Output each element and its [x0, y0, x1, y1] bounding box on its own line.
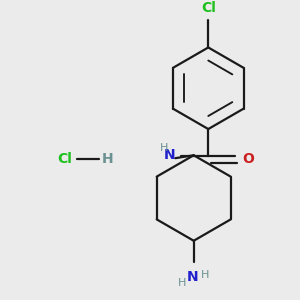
Text: Cl: Cl — [201, 2, 216, 15]
Text: H: H — [178, 278, 186, 288]
Text: H: H — [101, 152, 113, 166]
Text: Cl: Cl — [57, 152, 72, 166]
Text: N: N — [187, 270, 199, 284]
Text: N: N — [164, 148, 175, 162]
Text: H: H — [201, 270, 210, 280]
Text: O: O — [242, 152, 254, 166]
Text: H: H — [159, 143, 168, 154]
